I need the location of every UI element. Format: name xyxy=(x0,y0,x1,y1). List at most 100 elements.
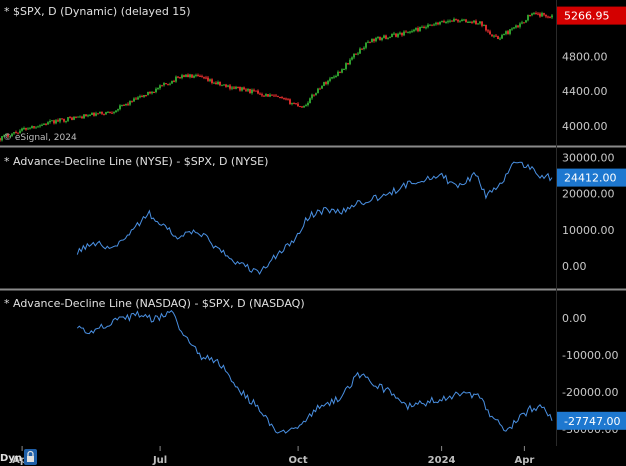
candle xyxy=(265,93,267,97)
candle xyxy=(213,81,215,84)
y-tick-label: 0.00 xyxy=(562,312,587,325)
candle xyxy=(543,12,545,17)
candle xyxy=(435,21,437,26)
y-tick-label: 4400.00 xyxy=(562,85,608,98)
dyn-toggle[interactable]: Dyn xyxy=(0,453,22,464)
candle xyxy=(179,76,181,79)
candle xyxy=(383,34,385,39)
candle xyxy=(287,98,289,101)
candle xyxy=(417,26,419,33)
candle xyxy=(331,77,333,80)
candle xyxy=(39,124,41,128)
candle xyxy=(59,118,61,124)
candle xyxy=(129,100,131,106)
candle xyxy=(67,117,69,122)
candle xyxy=(481,21,483,28)
candle xyxy=(243,86,245,90)
candle xyxy=(317,87,319,94)
candle xyxy=(399,31,401,35)
time-axis[interactable]: Apr Jul Oct 2024 Apr xyxy=(12,446,534,466)
candle xyxy=(527,14,529,22)
candle xyxy=(503,33,505,36)
candle xyxy=(147,91,149,96)
nasdaq-adl-line xyxy=(76,310,553,434)
candle xyxy=(439,21,441,26)
candle xyxy=(507,30,509,35)
candle xyxy=(223,84,225,86)
candle xyxy=(139,94,141,99)
spx-y-axis: 4800.00 4400.00 4000.00 xyxy=(562,50,608,133)
candle xyxy=(405,30,407,33)
candle xyxy=(241,86,243,92)
candle xyxy=(329,76,331,83)
candle xyxy=(207,76,209,82)
candle xyxy=(91,112,93,115)
candle xyxy=(409,30,411,34)
nyse-last-value: 24412.00 xyxy=(564,172,617,185)
candle xyxy=(337,70,339,77)
candle xyxy=(525,19,527,23)
candle xyxy=(155,87,157,94)
candle xyxy=(513,27,515,30)
candle xyxy=(493,34,495,38)
candle xyxy=(93,112,95,117)
spx-last-value-badge: 5266.95 xyxy=(557,6,626,25)
candle xyxy=(77,116,79,118)
candle xyxy=(171,80,173,84)
candle xyxy=(333,75,335,79)
candle xyxy=(283,97,285,100)
candle xyxy=(353,53,355,60)
candle xyxy=(261,92,263,97)
candle xyxy=(29,127,31,130)
candle xyxy=(419,26,421,32)
candle xyxy=(361,48,363,50)
dyn-label[interactable]: Dyn xyxy=(0,453,22,464)
candle xyxy=(127,102,129,106)
candle xyxy=(199,74,201,77)
candle xyxy=(307,101,309,107)
candle xyxy=(339,71,341,74)
candle xyxy=(87,114,89,118)
candle xyxy=(53,119,55,125)
candle xyxy=(483,24,485,27)
candle xyxy=(369,41,371,44)
esignal-watermark: © eSignal, 2024 xyxy=(3,133,77,143)
candle xyxy=(37,125,39,128)
candle xyxy=(421,25,423,28)
candle xyxy=(225,83,227,88)
candle xyxy=(183,74,185,78)
candle xyxy=(267,94,269,97)
candle xyxy=(181,73,183,80)
candle xyxy=(115,110,117,113)
lock-icon[interactable] xyxy=(24,449,37,465)
x-tick-label: Apr xyxy=(12,455,32,466)
candle xyxy=(521,20,523,25)
candle xyxy=(247,88,249,92)
candle xyxy=(83,114,85,119)
candle xyxy=(311,93,313,100)
candle xyxy=(27,127,29,130)
candle xyxy=(187,73,189,78)
candle xyxy=(523,22,525,24)
candle xyxy=(149,91,151,95)
candle xyxy=(489,29,491,35)
candle xyxy=(1,136,3,142)
candle xyxy=(205,75,207,80)
candle xyxy=(473,20,475,24)
candle xyxy=(455,18,457,21)
candle xyxy=(275,94,277,97)
candle xyxy=(295,103,297,105)
candle xyxy=(85,114,87,117)
candle xyxy=(99,111,101,114)
candle xyxy=(495,34,497,37)
candle xyxy=(227,84,229,88)
candle xyxy=(301,106,303,108)
candle xyxy=(125,103,127,107)
candle xyxy=(51,120,53,122)
candle xyxy=(425,25,427,30)
candle xyxy=(325,81,327,86)
candle xyxy=(123,104,125,106)
candle xyxy=(517,25,519,28)
candle xyxy=(69,116,71,119)
candle xyxy=(221,84,223,87)
